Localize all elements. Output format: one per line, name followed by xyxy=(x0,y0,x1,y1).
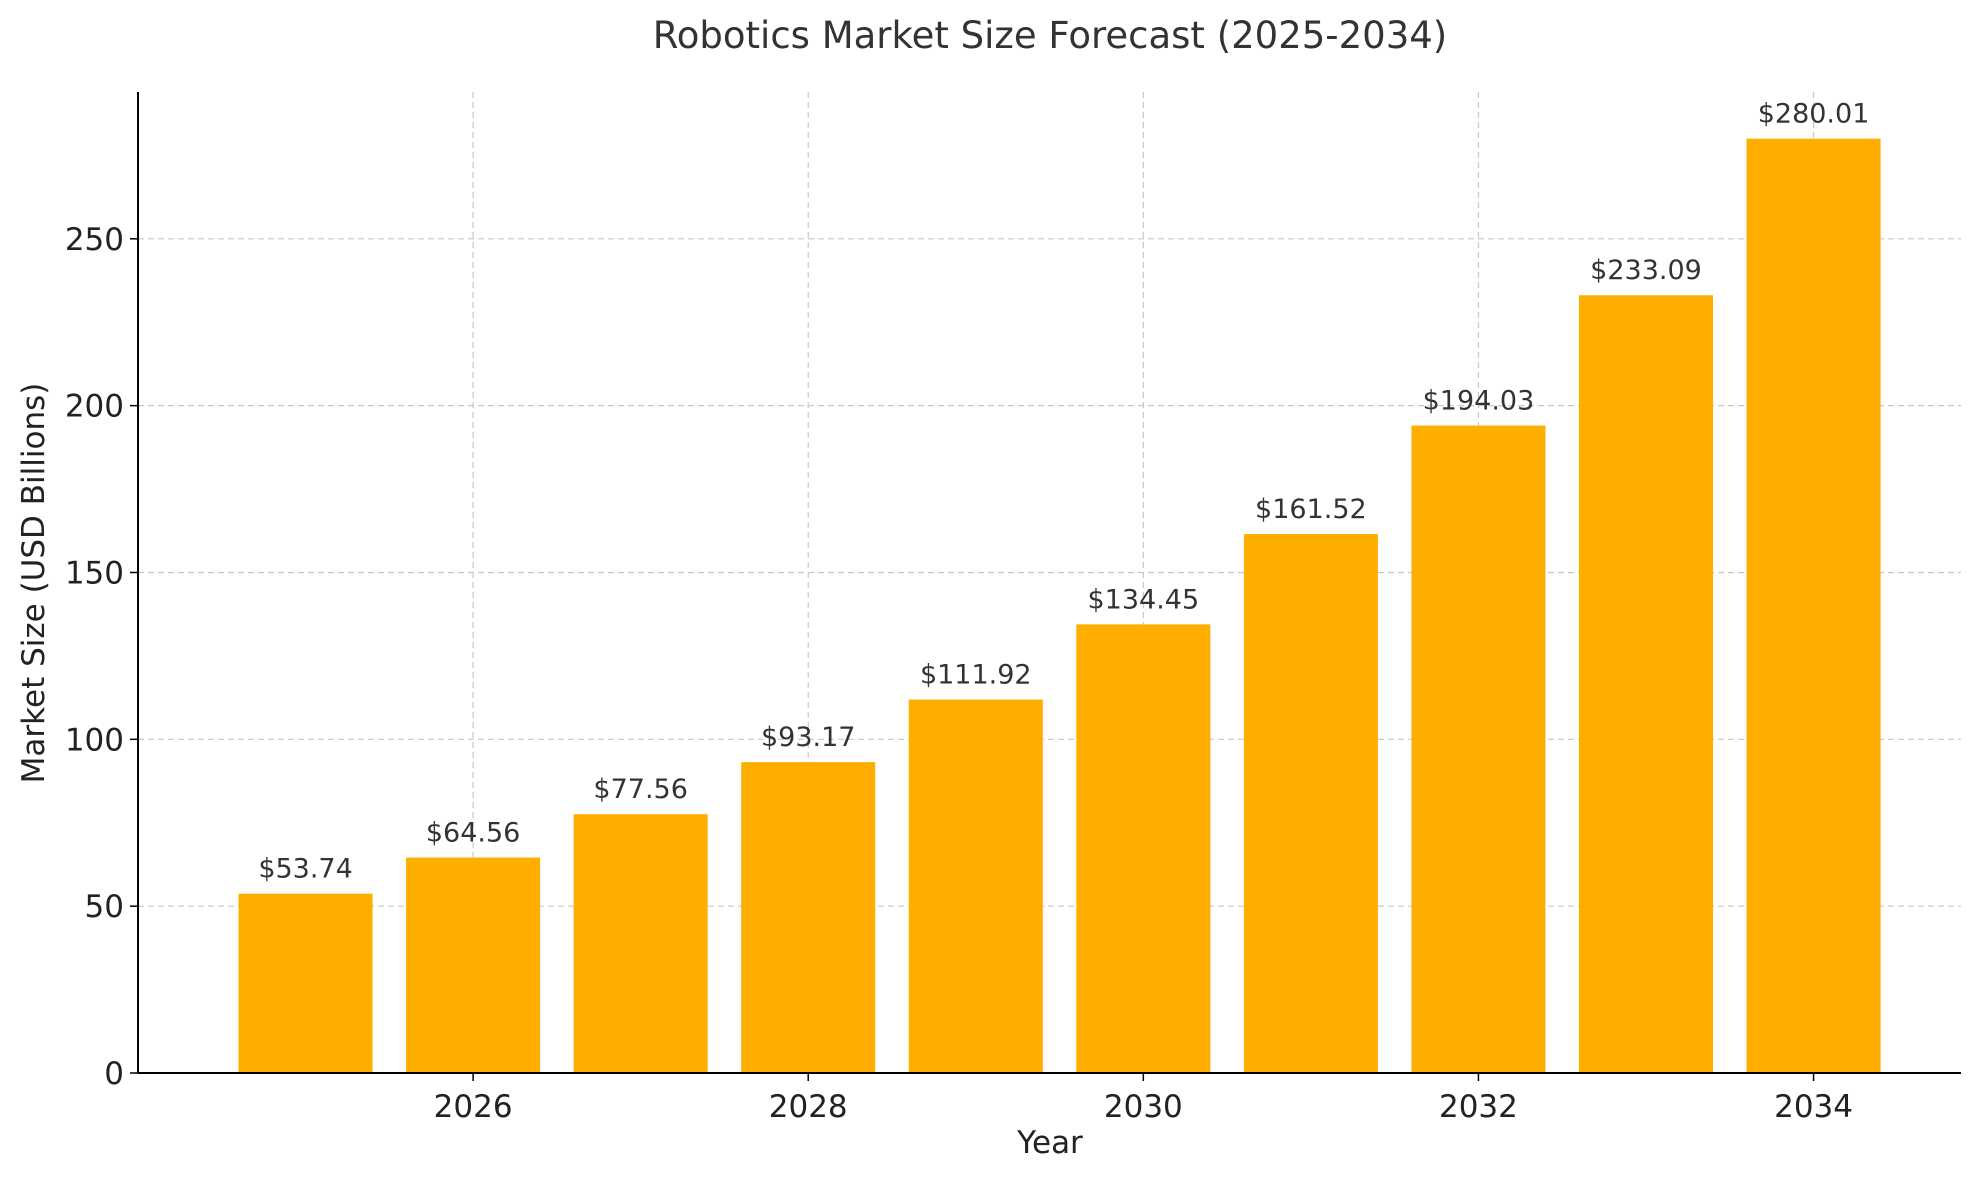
y-tick-label: 50 xyxy=(85,889,124,925)
bar xyxy=(406,857,541,1073)
bar xyxy=(741,762,876,1073)
bar-value-label: $233.09 xyxy=(1590,255,1702,286)
bars-layer xyxy=(238,138,1881,1074)
y-tick-label: 0 xyxy=(104,1056,124,1092)
bar-value-label: $134.45 xyxy=(1088,584,1200,615)
bar-value-label: $194.03 xyxy=(1423,386,1535,417)
bar-value-label: $280.01 xyxy=(1758,99,1870,130)
y-tick-label: 100 xyxy=(65,722,124,758)
bar-value-label: $53.74 xyxy=(258,854,352,885)
bar xyxy=(238,893,373,1073)
x-tick-label: 2028 xyxy=(769,1089,848,1125)
bar-value-label: $93.17 xyxy=(761,722,855,753)
y-tick-label: 150 xyxy=(65,555,124,591)
bar-labels-layer: $53.74 $64.56 $77.56 $93.17 $111.92 $134.45 $1… xyxy=(258,99,1869,885)
y-tick-label: 250 xyxy=(65,222,124,258)
ticks-layer: 0 50 100 150 200 250 2026 2028 2030 2032 2034 xyxy=(65,222,1853,1125)
bar xyxy=(908,699,1043,1073)
bar xyxy=(1243,534,1378,1073)
bar xyxy=(1746,138,1881,1074)
bar-value-label: $64.56 xyxy=(426,818,520,849)
bar-value-label: $111.92 xyxy=(920,660,1032,691)
x-axis-label: Year xyxy=(1016,1125,1083,1161)
x-tick-label: 2030 xyxy=(1104,1089,1183,1125)
bar-value-label: $77.56 xyxy=(593,774,687,805)
bar-value-label: $161.52 xyxy=(1255,494,1367,525)
y-axis-label: Market Size (USD Billions) xyxy=(16,383,52,784)
bar xyxy=(573,814,708,1073)
x-tick-label: 2026 xyxy=(434,1089,513,1125)
bar xyxy=(1411,425,1546,1073)
bar xyxy=(1076,624,1211,1073)
axes-layer xyxy=(137,92,1961,1074)
bar xyxy=(1578,295,1714,1074)
chart-title: Robotics Market Size Forecast (2025-2034… xyxy=(653,14,1448,57)
x-tick-label: 2034 xyxy=(1774,1089,1853,1125)
x-tick-label: 2032 xyxy=(1439,1089,1518,1125)
y-tick-label: 200 xyxy=(65,389,124,425)
